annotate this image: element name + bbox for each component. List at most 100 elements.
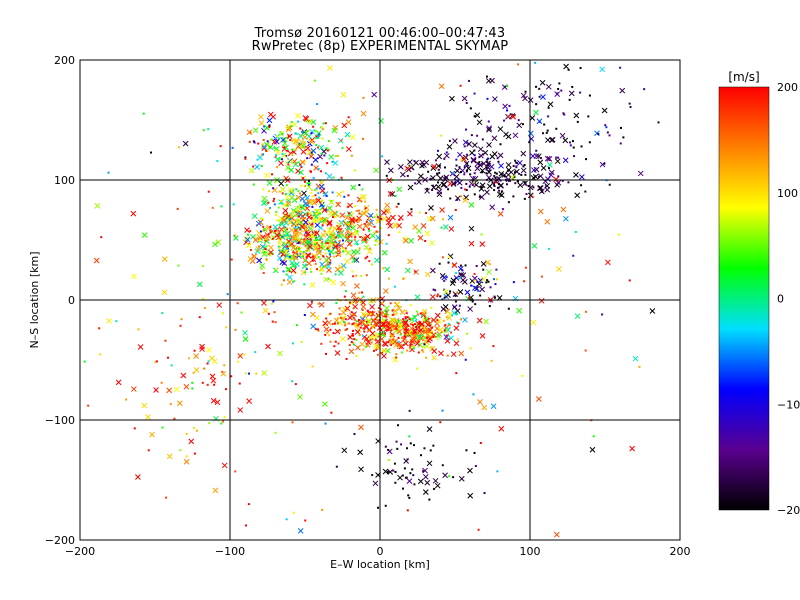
scatter-point-dot: [353, 238, 356, 241]
scatter-point-dot: [464, 128, 467, 131]
scatter-point-x: [470, 157, 477, 164]
scatter-point-dot: [352, 275, 355, 278]
scatter-point-dot: [249, 248, 252, 251]
scatter-point-dot: [537, 175, 540, 178]
scatter-point-dot: [187, 357, 190, 360]
scatter-point-x: [341, 122, 348, 129]
scatter-point-dot: [507, 169, 510, 172]
scatter-point-dot: [479, 294, 482, 297]
scatter-point-dot: [306, 249, 309, 252]
scatter-point-dot: [496, 470, 499, 473]
scatter-point-x: [407, 159, 413, 165]
scatter-point-x: [497, 126, 504, 132]
scatter-point-dot: [232, 203, 235, 206]
scatter-point-x: [305, 230, 312, 237]
scatter-point-x: [554, 91, 561, 97]
scatter-point-dot: [365, 220, 368, 223]
scatter-point-x: [380, 209, 387, 216]
scatter-point-dot: [496, 157, 499, 160]
scatter-point-x: [283, 144, 289, 151]
scatter-point-x: [326, 227, 333, 233]
scatter-point-dot: [203, 367, 206, 370]
scatter-point-x: [347, 314, 353, 321]
scatter-point-dot: [309, 200, 312, 203]
scatter-point-x: [478, 186, 485, 192]
scatter-point-dot: [375, 208, 378, 211]
scatter-point-dot: [459, 84, 462, 87]
chart-title: Tromsø 20160121 00:46:00–00:47:43: [254, 26, 506, 41]
scatter-point-x: [385, 219, 392, 226]
scatter-point-dot: [324, 252, 327, 255]
scatter-point-dot: [300, 340, 303, 343]
scatter-point-x: [300, 269, 307, 276]
scatter-point-dot: [351, 329, 354, 332]
scatter-point-x: [308, 153, 315, 160]
scatter-point-x: [432, 477, 439, 484]
scatter-point-x: [422, 489, 429, 495]
scatter-point-x: [327, 239, 334, 246]
scatter-point-dot: [402, 326, 405, 329]
scatter-point-dot: [293, 148, 296, 151]
scatter-point-dot: [368, 229, 371, 232]
scatter-point-dot: [362, 96, 365, 99]
scatter-point-dot: [585, 158, 588, 161]
scatter-point-dot: [315, 189, 318, 192]
scatter-point-x: [435, 183, 442, 190]
scatter-point-dot: [276, 219, 279, 222]
scatter-point-dot: [437, 149, 440, 152]
scatter-point-x: [304, 194, 311, 201]
scatter-point-dot: [523, 181, 526, 184]
scatter-point-dot: [244, 156, 247, 159]
scatter-point-dot: [298, 253, 301, 256]
scatter-point-dot: [432, 288, 435, 291]
scatter-point-dot: [455, 158, 458, 161]
scatter-point-dot: [316, 328, 319, 331]
scatter-point-dot: [282, 270, 285, 273]
scatter-point-x: [290, 244, 297, 251]
scatter-point-x: [345, 225, 352, 231]
scatter-point-dot: [532, 186, 535, 189]
scatter-point-dot: [541, 190, 544, 193]
scatter-point-x: [345, 146, 352, 152]
scatter-point-x: [322, 320, 329, 327]
scatter-point-x: [323, 276, 330, 283]
scatter-point-dot: [512, 195, 515, 198]
scatter-point-x: [460, 272, 467, 279]
scatter-point-dot: [436, 319, 439, 322]
scatter-point-dot: [195, 429, 198, 432]
scatter-point-dot: [574, 230, 577, 233]
scatter-point-x: [286, 279, 293, 286]
scatter-point-dot: [325, 352, 328, 355]
scatter-point-dot: [319, 258, 322, 261]
scatter-point-dot: [290, 153, 293, 156]
scatter-point-x: [292, 138, 299, 145]
scatter-point-x: [369, 232, 376, 239]
colorbar-tick-label: 0: [777, 293, 784, 306]
scatter-point-x: [283, 254, 290, 261]
scatter-point-dot: [295, 253, 298, 256]
scatter-point-x: [131, 386, 137, 392]
scatter-point-dot: [543, 123, 546, 126]
scatter-point-dot: [376, 216, 379, 219]
scatter-point-dot: [397, 424, 400, 427]
scatter-point-dot: [276, 166, 279, 169]
scatter-point-dot: [423, 447, 426, 450]
scatter-point-x: [489, 204, 496, 211]
scatter-point-dot: [604, 124, 607, 127]
scatter-point-x: [183, 383, 190, 390]
scatter-point-x: [344, 258, 351, 265]
scatter-point-dot: [271, 302, 274, 305]
scatter-point-dot: [355, 209, 358, 212]
scatter-point-x: [601, 107, 608, 114]
scatter-point-dot: [289, 241, 292, 244]
scatter-point-dot: [297, 161, 300, 164]
scatter-point-x: [336, 224, 342, 231]
scatter-point-dot: [379, 227, 382, 230]
scatter-point-dot: [377, 506, 380, 509]
scatter-point-dot: [381, 302, 384, 305]
scatter-point-dot: [432, 336, 435, 339]
scatter-point-x: [392, 222, 399, 229]
scatter-point-dot: [346, 327, 349, 330]
scatter-point-dot: [427, 170, 430, 173]
